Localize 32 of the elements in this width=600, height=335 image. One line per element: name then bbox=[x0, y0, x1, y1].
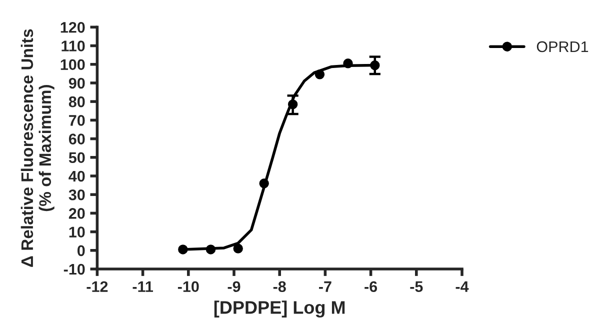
legend-label: OPRD1 bbox=[536, 41, 588, 52]
x-tick-label: -7 bbox=[319, 281, 332, 292]
y-tick-label: 70 bbox=[69, 115, 85, 126]
y-tick-label: 20 bbox=[68, 208, 85, 219]
point bbox=[314, 70, 325, 80]
x-axis-title: [DPDPE] Log M bbox=[214, 300, 345, 318]
y-tick-label: 120 bbox=[60, 22, 85, 33]
x-tick-label: -10 bbox=[178, 281, 199, 292]
x-tick-label: -4 bbox=[456, 281, 469, 292]
y-tick-label: -10 bbox=[64, 264, 85, 275]
y-tick-label: 80 bbox=[68, 96, 85, 108]
x-tick-label: -12 bbox=[86, 281, 108, 292]
y-tick-label: 50 bbox=[68, 152, 85, 164]
y-tick-label: 110 bbox=[62, 40, 85, 52]
y-tick-label: 100 bbox=[60, 59, 85, 70]
point bbox=[343, 58, 353, 68]
y-tick-label: 0 bbox=[78, 245, 85, 256]
y-tick-label: 10 bbox=[69, 226, 85, 238]
y-tick-label: 60 bbox=[68, 134, 85, 144]
point bbox=[178, 244, 188, 254]
point bbox=[233, 244, 243, 254]
point bbox=[259, 178, 269, 188]
x-tick-label: -6 bbox=[364, 281, 378, 292]
x-tick-label: -5 bbox=[410, 281, 423, 292]
y-tick-label: 30 bbox=[68, 189, 85, 200]
y-tick-label: 40 bbox=[68, 170, 85, 182]
point bbox=[206, 244, 216, 254]
y-tick-label: 90 bbox=[68, 78, 85, 89]
x-tick-label: -8 bbox=[273, 281, 286, 292]
y-axis-title: Δ Relative Fluorescence Units (% of Maximum) bbox=[20, 29, 54, 267]
x-tick-label: -11 bbox=[132, 281, 153, 292]
x-tick-label: -9 bbox=[228, 281, 240, 292]
